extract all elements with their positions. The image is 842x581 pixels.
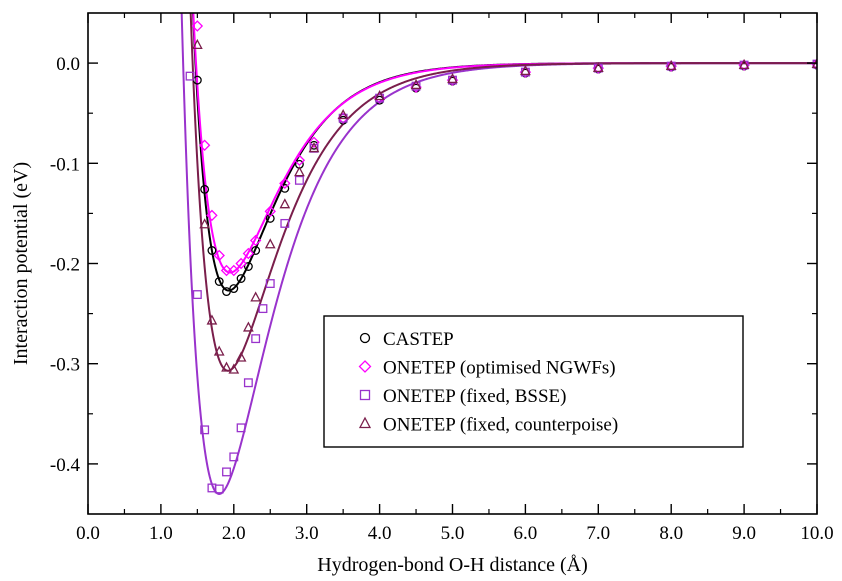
data-point-s3-6 — [235, 351, 247, 362]
x-tick-label: 1.0 — [149, 523, 173, 544]
data-point-s1-6 — [235, 257, 247, 270]
data-point-s3-13 — [337, 109, 349, 120]
data-point-s0-8 — [251, 246, 261, 255]
data-point-s3-19 — [665, 59, 677, 71]
x-tick-label: 5.0 — [441, 523, 465, 544]
data-point-s0-1 — [200, 184, 210, 194]
data-point-s2-23 — [812, 59, 817, 69]
y-tick-label: 0.0 — [56, 54, 80, 75]
x-tick-label: 0.0 — [76, 523, 100, 544]
data-point-s2-7 — [236, 423, 246, 433]
data-point-s3-5 — [228, 363, 240, 374]
x-tick-label: 3.0 — [295, 523, 319, 544]
data-point-s0-6 — [236, 274, 246, 283]
data-point-s1-2 — [206, 209, 218, 222]
legend-box — [323, 315, 744, 448]
legend-label-0: CASTEP — [383, 329, 454, 350]
data-point-s2-9 — [251, 334, 261, 344]
data-point-s3-20 — [738, 58, 750, 70]
x-tick-label: 8.0 — [659, 523, 683, 544]
legend-marker-2 — [359, 389, 371, 401]
data-point-s3-1 — [199, 218, 211, 229]
data-point-s1-12 — [308, 136, 320, 148]
data-point-s2-2 — [200, 425, 210, 435]
x-axis: 0.0 1.0 2.0 3.0 4.0 5.0 6.0 7.0 8.0 9.0 10.0 — [76, 13, 834, 544]
data-point-s1-8 — [249, 234, 262, 247]
x-tick-label: 4.0 — [368, 523, 392, 544]
legend: CASTEP ONETEP (optimised NGWFs) ONETEP (fi… — [323, 315, 744, 448]
fit-curve-1 — [192, 13, 817, 274]
data-point-s2-11 — [265, 279, 275, 288]
fit-curves — [180, 13, 817, 495]
legend-marker-1 — [358, 360, 372, 373]
data-point-s2-4 — [214, 484, 224, 494]
y-tick-label: -0.1 — [50, 154, 80, 175]
data-point-s2-6 — [229, 452, 239, 462]
y-tick-label: -0.4 — [50, 455, 81, 476]
x-axis-title: Hydrogen-bond O-H distance (Å) — [317, 554, 587, 576]
data-point-s0-4 — [222, 287, 231, 297]
legend-label-3: ONETEP (fixed, counterpoise) — [383, 415, 618, 436]
data-point-s3-15 — [410, 78, 422, 90]
data-point-s3-16 — [447, 72, 458, 84]
x-tick-label: 9.0 — [732, 523, 756, 544]
legend-label-1: ONETEP (optimised NGWFs) — [383, 358, 616, 379]
data-point-s3-18 — [592, 61, 604, 73]
y-tick-label: -0.2 — [50, 255, 80, 276]
x-tick-label: 2.0 — [222, 523, 246, 544]
data-point-s3-0 — [191, 38, 203, 50]
data-point-s1-3 — [213, 249, 225, 262]
y-axis-title: Interaction potential (eV) — [10, 162, 32, 365]
data-point-s1-7 — [242, 247, 255, 260]
data-point-s2-1 — [192, 290, 202, 300]
data-point-s1-11 — [293, 154, 306, 167]
data-point-s1-9 — [264, 205, 276, 218]
data-point-s3-2 — [206, 314, 218, 325]
data-markers — [185, 20, 817, 494]
legend-marker-3 — [358, 416, 372, 429]
data-point-s2-13 — [294, 175, 304, 185]
data-point-s3-7 — [242, 321, 254, 332]
x-tick-label: 10.0 — [800, 523, 833, 544]
data-point-s0-5 — [229, 284, 239, 293]
data-point-s1-1 — [198, 139, 211, 151]
data-point-s0-2 — [207, 246, 217, 255]
data-point-s2-0 — [185, 71, 195, 81]
fit-curve-3 — [189, 13, 817, 372]
x-tick-label: 6.0 — [514, 523, 538, 544]
data-point-s1-0 — [191, 20, 204, 32]
data-point-s2-8 — [243, 378, 253, 388]
data-point-s0-10 — [280, 183, 290, 193]
data-point-s3-9 — [264, 238, 276, 249]
y-axis: 0.0 -0.1 -0.2 -0.3 -0.4 — [50, 54, 817, 476]
legend-label-2: ONETEP (fixed, BSSE) — [383, 386, 566, 407]
data-point-s0-9 — [265, 213, 275, 223]
data-point-s3-8 — [250, 291, 262, 302]
data-point-s3-4 — [221, 361, 232, 372]
data-point-s2-5 — [222, 467, 231, 477]
x-tick-label: 7.0 — [586, 523, 610, 544]
data-point-s3-17 — [520, 64, 531, 76]
data-point-s3-3 — [213, 345, 225, 356]
data-point-s1-5 — [228, 264, 240, 277]
data-point-s3-11 — [294, 166, 305, 177]
data-point-s0-7 — [243, 262, 253, 271]
data-point-s3-12 — [308, 142, 320, 153]
data-point-s3-10 — [279, 198, 291, 209]
data-point-s3-14 — [374, 89, 385, 101]
data-point-s1-10 — [279, 177, 291, 190]
data-point-s2-10 — [258, 304, 268, 314]
data-point-s0-3 — [214, 277, 224, 286]
data-point-s2-12 — [280, 218, 290, 228]
legend-marker-0 — [359, 332, 371, 344]
y-tick-label: -0.3 — [50, 355, 80, 376]
